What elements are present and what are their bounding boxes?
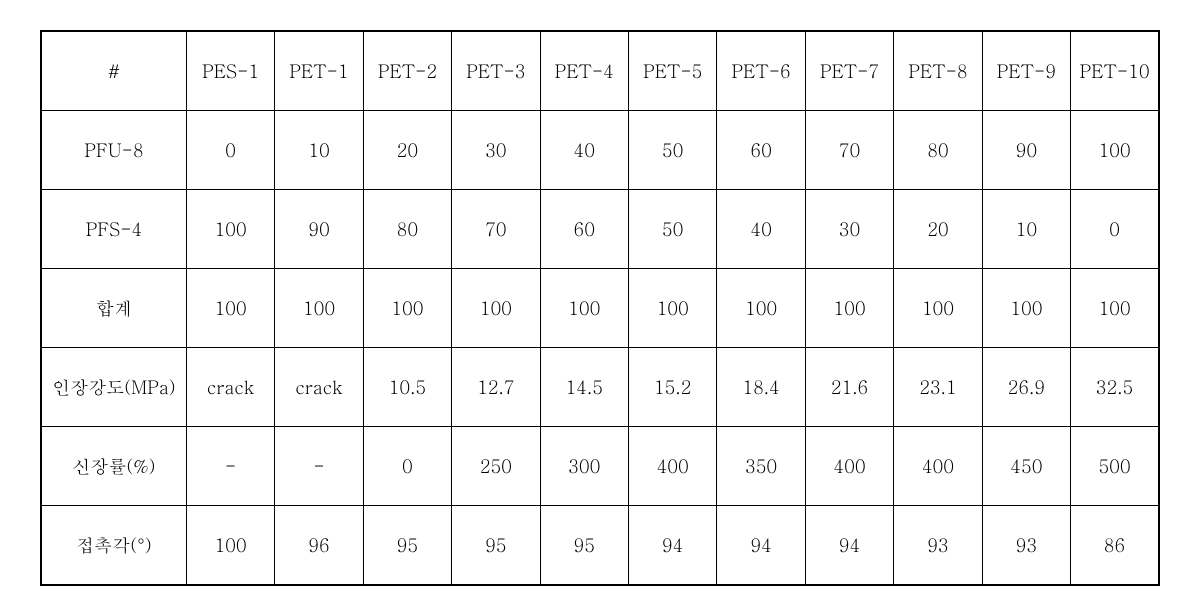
table-header-cell: PET-6 [717,31,805,111]
table-cell: 86 [1071,506,1159,586]
table-cell: 350 [717,427,805,506]
table-cell: 70 [452,190,540,269]
table-cell: 60 [540,190,628,269]
table-cell: 80 [363,190,451,269]
table-cell: 100 [717,269,805,348]
table-row-header: 인장강도(MPa) [41,348,186,427]
table-cell: 20 [894,190,982,269]
table-cell: 10 [275,111,363,190]
table-cell: 95 [452,506,540,586]
table-cell: 10 [982,190,1070,269]
table-cell: 450 [982,427,1070,506]
table-cell: 40 [717,190,805,269]
table-cell: 26.9 [982,348,1070,427]
table-cell: 50 [628,111,716,190]
table-cell: 90 [982,111,1070,190]
table-header-cell: PET-7 [805,31,893,111]
table-cell: 100 [452,269,540,348]
table-row: 신장률(%)--0250300400350400400450500 [41,427,1159,506]
table-header-cell: PET-4 [540,31,628,111]
table-cell: 100 [275,269,363,348]
table-cell: 90 [275,190,363,269]
table-row: 접촉각(°)10096959595949494939386 [41,506,1159,586]
table-cell: 100 [540,269,628,348]
table-header-row: #PES-1PET-1PET-2PET-3PET-4PET-5PET-6PET-… [41,31,1159,111]
table-cell: 50 [628,190,716,269]
table-cell: 14.5 [540,348,628,427]
table-cell: 500 [1071,427,1159,506]
table-cell: 100 [1071,269,1159,348]
table-cell: 23.1 [894,348,982,427]
table-cell: 21.6 [805,348,893,427]
table-cell: 30 [805,190,893,269]
table-row-header: 합계 [41,269,186,348]
table-cell: - [186,427,274,506]
table-row-header: PFS-4 [41,190,186,269]
table-cell: 100 [186,506,274,586]
table-cell: 93 [982,506,1070,586]
table-cell: crack [186,348,274,427]
table-cell: 100 [1071,111,1159,190]
table-header-cell: PET-9 [982,31,1070,111]
table-cell: 250 [452,427,540,506]
table-cell: 94 [805,506,893,586]
table-cell: 100 [363,269,451,348]
table-row: 인장강도(MPa)crackcrack10.512.714.515.218.42… [41,348,1159,427]
table-cell: 100 [186,269,274,348]
table-cell: 100 [805,269,893,348]
table-header-cell: PET-10 [1071,31,1159,111]
table-header-cell: # [41,31,186,111]
table-row-header: 접촉각(°) [41,506,186,586]
table-cell: 32.5 [1071,348,1159,427]
table-cell: 70 [805,111,893,190]
table-cell: 100 [982,269,1070,348]
table-header-cell: PET-1 [275,31,363,111]
table-header-cell: PET-2 [363,31,451,111]
table-cell: 300 [540,427,628,506]
table-header-cell: PET-8 [894,31,982,111]
table-cell: 0 [186,111,274,190]
table-cell: 94 [717,506,805,586]
table-header-cell: PET-5 [628,31,716,111]
table-cell: 0 [363,427,451,506]
table-row: PFU-80102030405060708090100 [41,111,1159,190]
table-cell: 60 [717,111,805,190]
table-cell: 400 [805,427,893,506]
table-row: 합계100100100100100100100100100100100 [41,269,1159,348]
table-row-header: PFU-8 [41,111,186,190]
table-cell: 100 [628,269,716,348]
table-cell: 40 [540,111,628,190]
table-row: PFS-41009080706050403020100 [41,190,1159,269]
table-header-cell: PET-3 [452,31,540,111]
table-header-cell: PES-1 [186,31,274,111]
table-cell: 100 [894,269,982,348]
table-cell: 96 [275,506,363,586]
table-cell: 20 [363,111,451,190]
table-cell: crack [275,348,363,427]
table-cell: - [275,427,363,506]
table-cell: 80 [894,111,982,190]
table-cell: 95 [540,506,628,586]
table-cell: 15.2 [628,348,716,427]
table-cell: 93 [894,506,982,586]
table-container: #PES-1PET-1PET-2PET-3PET-4PET-5PET-6PET-… [40,30,1160,586]
table-cell: 10.5 [363,348,451,427]
table-cell: 18.4 [717,348,805,427]
table-row-header: 신장률(%) [41,427,186,506]
table-cell: 12.7 [452,348,540,427]
table-cell: 0 [1071,190,1159,269]
table-cell: 95 [363,506,451,586]
table-cell: 400 [894,427,982,506]
table-cell: 100 [186,190,274,269]
table-cell: 94 [628,506,716,586]
table-cell: 400 [628,427,716,506]
table-cell: 30 [452,111,540,190]
data-table: #PES-1PET-1PET-2PET-3PET-4PET-5PET-6PET-… [40,30,1160,586]
